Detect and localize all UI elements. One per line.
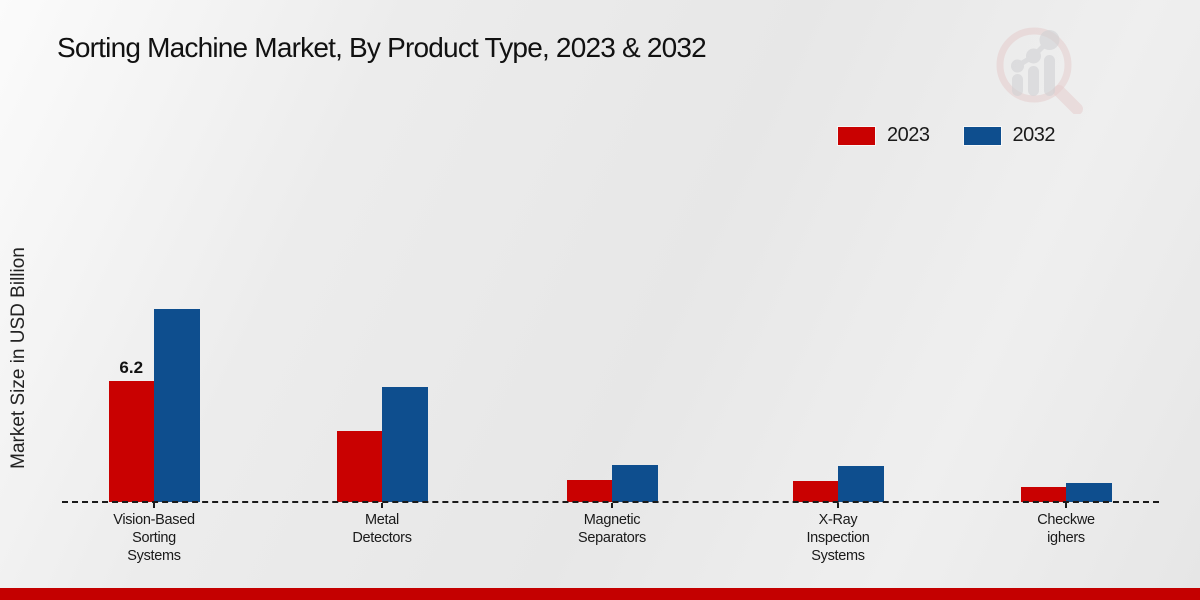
x-axis-tick <box>837 503 839 508</box>
bar-2032-metal-detectors <box>382 386 428 502</box>
category-label-metal-detectors: Metal Detectors <box>352 512 412 546</box>
legend-swatch-2032 <box>963 126 1001 145</box>
bar-2023-checkwe-ighers <box>1020 487 1066 502</box>
category-label-magnetic-separators: Magnetic Separators <box>578 512 646 546</box>
legend-label-2032: 2032 <box>1012 124 1056 146</box>
legend: 2023 2032 <box>838 124 1055 147</box>
bar-2032-vision-based-sorting-systems <box>154 308 200 502</box>
bar-2032-magnetic-separators <box>612 464 658 502</box>
bar-2032-checkwe-ighers <box>1066 482 1112 502</box>
bar-2032-x-ray-inspection-systems <box>838 465 884 502</box>
x-axis-tick <box>1065 503 1067 508</box>
x-axis-tick <box>153 503 155 508</box>
bar-2023-vision-based-sorting-systems <box>108 381 154 502</box>
legend-swatch-2023 <box>838 126 875 145</box>
chart-title: Sorting Machine Market, By Product Type,… <box>57 32 707 63</box>
bar-2023-metal-detectors <box>336 430 382 502</box>
x-axis-tick <box>381 503 383 508</box>
category-label-x-ray-inspection-systems: X-Ray Inspection Systems <box>806 512 870 564</box>
footer-accent-band <box>0 588 1200 600</box>
legend-item-2023: 2023 <box>838 124 930 147</box>
x-axis-tick <box>611 503 613 508</box>
bar-2023-magnetic-separators <box>566 479 612 502</box>
legend-label-2023: 2023 <box>887 124 930 146</box>
category-label-vision-based-sorting-systems: Vision-Based Sorting Systems <box>113 512 195 564</box>
bar-value-label: 6.2 <box>119 358 144 378</box>
x-axis-baseline <box>62 501 1159 503</box>
market-research-future-logo <box>996 27 1083 114</box>
bar-2023-x-ray-inspection-systems <box>792 480 838 502</box>
category-label-checkwe-ighers: Checkwe ighers <box>1037 512 1095 546</box>
legend-item-2032: 2032 <box>963 124 1056 147</box>
